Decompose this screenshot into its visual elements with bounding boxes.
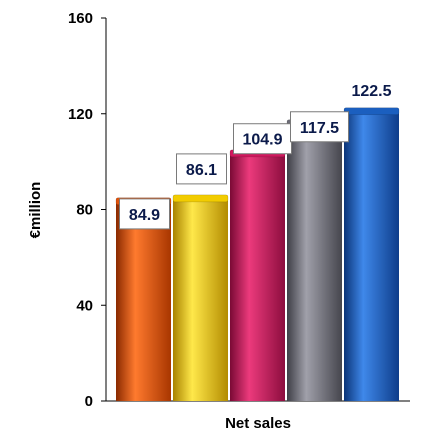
y-tick-label: 160 — [68, 10, 93, 27]
y-axis-title: €million — [27, 182, 44, 239]
y-tick-label: 80 — [76, 202, 93, 219]
data-label: 86.1 — [186, 162, 217, 179]
data-label: 84.9 — [129, 207, 160, 224]
y-tick-label: 40 — [76, 297, 93, 314]
x-axis-title: Net sales — [225, 415, 291, 432]
bar-5 — [343, 107, 400, 401]
y-tick-label: 0 — [85, 393, 93, 410]
y-axis-ticks: 0 40 80 120 160 — [68, 10, 106, 410]
bar-4 — [286, 119, 343, 401]
data-labels: 84.9 86.1 104.9 117.5 122.5 — [119, 83, 392, 230]
bar-3 — [229, 149, 286, 401]
bar-2 — [172, 194, 229, 401]
data-label-box — [176, 153, 227, 185]
data-label-box — [233, 123, 292, 155]
data-label: 117.5 — [300, 120, 339, 137]
data-label-box — [119, 198, 170, 230]
data-label: 104.9 — [242, 132, 282, 149]
data-label-box — [290, 111, 349, 143]
y-tick-label: 120 — [68, 106, 93, 123]
data-label: 122.5 — [351, 83, 391, 100]
